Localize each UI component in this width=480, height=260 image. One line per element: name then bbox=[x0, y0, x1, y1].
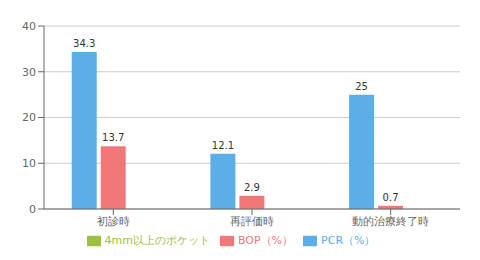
svg-text:40: 40 bbox=[22, 20, 36, 33]
html-text:BOP（%）: BOP（%） bbox=[238, 234, 294, 247]
svg-text:0: 0 bbox=[29, 203, 36, 216]
svg-text:20: 20 bbox=[22, 111, 36, 124]
svg-text:初診時: 初診時 bbox=[97, 215, 130, 228]
svg-text:12.1: 12.1 bbox=[212, 140, 234, 151]
svg-text:25: 25 bbox=[355, 81, 368, 92]
html-text:4mm以上のポケット: 4mm以上のポケット bbox=[104, 234, 210, 247]
svg-text:13.7: 13.7 bbox=[102, 132, 124, 143]
svg-text:0.7: 0.7 bbox=[383, 192, 399, 203]
html-text:PCR（%）: PCR（%） bbox=[321, 234, 376, 247]
svg-text:2.9: 2.9 bbox=[244, 182, 260, 193]
svg-text:34.3: 34.3 bbox=[73, 38, 95, 49]
svg-text:10: 10 bbox=[22, 157, 36, 170]
svg-text:再評価時: 再評価時 bbox=[230, 215, 274, 228]
svg-text:30: 30 bbox=[22, 66, 36, 79]
svg-text:動的治療終了時: 動的治療終了時 bbox=[352, 215, 429, 228]
